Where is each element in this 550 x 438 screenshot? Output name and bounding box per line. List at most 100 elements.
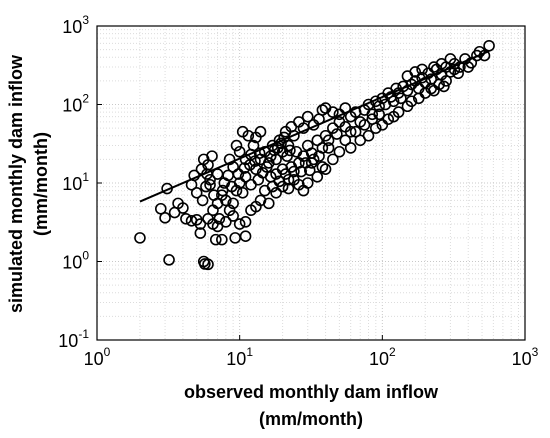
- data-point: [405, 95, 418, 108]
- data-point: [462, 61, 475, 73]
- data-point: [254, 125, 267, 138]
- data-markers: [134, 39, 495, 271]
- data-point: [239, 230, 252, 243]
- data-point: [247, 139, 260, 152]
- data-point: [230, 139, 243, 152]
- data-point: [273, 175, 286, 188]
- data-point: [322, 134, 335, 147]
- data-point: [311, 170, 324, 183]
- data-point: [373, 108, 385, 121]
- y-axis-label-line2: (mm/month): [31, 132, 51, 236]
- data-point: [366, 108, 379, 121]
- data-point: [452, 67, 464, 80]
- data-point: [163, 254, 175, 266]
- data-point: [239, 170, 252, 183]
- data-point: [202, 212, 214, 225]
- data-point: [282, 182, 295, 195]
- x-tick-label: 102: [369, 345, 396, 369]
- data-point: [180, 212, 192, 225]
- y-tick-label: 100: [62, 249, 89, 273]
- data-point: [358, 119, 371, 131]
- data-point: [232, 168, 245, 180]
- data-point: [194, 218, 207, 230]
- x-tick-label: 103: [512, 345, 539, 369]
- data-point: [428, 61, 440, 73]
- data-point: [172, 197, 184, 210]
- data-point: [333, 145, 346, 158]
- data-point: [409, 66, 422, 78]
- data-point: [270, 187, 282, 199]
- data-point: [392, 106, 405, 118]
- data-point: [264, 150, 277, 162]
- data-point: [227, 210, 239, 222]
- data-point: [236, 187, 249, 199]
- data-point: [204, 178, 216, 191]
- data-point: [483, 39, 495, 52]
- data-point: [233, 145, 246, 158]
- x-tick-label: 100: [84, 345, 111, 369]
- data-point: [196, 194, 209, 207]
- x-axis-label-line2: (mm/month): [259, 409, 363, 429]
- data-point: [194, 227, 207, 239]
- data-point: [438, 80, 450, 93]
- data-point: [134, 232, 146, 244]
- data-point: [322, 142, 335, 154]
- x-tick-label: 101: [226, 345, 253, 369]
- data-point: [303, 164, 316, 177]
- data-point: [285, 120, 298, 133]
- data-point: [209, 233, 222, 246]
- data-point: [395, 92, 407, 105]
- data-point: [223, 153, 236, 166]
- data-point: [440, 75, 452, 87]
- y-axis-label-line1: simulated monthly dam inflow: [6, 54, 26, 313]
- data-point: [239, 216, 252, 228]
- data-point: [216, 184, 229, 197]
- data-point: [362, 129, 375, 142]
- data-point: [227, 197, 239, 210]
- y-tick-label: 101: [62, 170, 89, 194]
- y-tick-label: 10-1: [58, 327, 89, 351]
- data-point: [261, 161, 273, 173]
- data-point: [279, 168, 292, 180]
- data-point: [208, 189, 220, 201]
- data-point: [327, 106, 339, 118]
- data-point: [416, 63, 428, 76]
- data-point: [223, 204, 236, 217]
- data-point: [454, 61, 466, 73]
- data-point: [281, 150, 293, 162]
- data-point: [301, 110, 314, 123]
- data-point: [285, 161, 298, 173]
- data-point: [154, 202, 167, 215]
- data-point: [262, 197, 275, 210]
- y-tick-label: 103: [62, 13, 89, 37]
- data-point: [331, 128, 343, 140]
- data-point: [339, 134, 352, 147]
- data-point: [284, 144, 296, 157]
- data-point: [444, 53, 457, 65]
- data-point: [307, 153, 320, 166]
- data-point: [327, 153, 339, 166]
- data-point: [387, 95, 400, 108]
- data-point: [204, 173, 216, 186]
- data-point: [316, 161, 329, 173]
- data-point: [382, 113, 395, 125]
- data-point: [293, 178, 305, 191]
- data-point: [199, 258, 211, 270]
- data-point: [349, 125, 362, 138]
- data-point: [473, 45, 486, 58]
- data-point: [344, 125, 357, 138]
- data-point: [190, 187, 203, 199]
- data-point: [216, 233, 228, 246]
- data-point: [159, 212, 171, 224]
- data-point: [428, 84, 440, 97]
- y-tick-label: 102: [62, 92, 89, 116]
- x-axis-label-line1: observed monthly dam inflow: [184, 382, 439, 402]
- data-point: [435, 57, 448, 70]
- data-point: [236, 125, 249, 138]
- data-point: [344, 142, 357, 154]
- data-point: [245, 204, 257, 217]
- data-point: [327, 122, 339, 134]
- data-point: [233, 218, 246, 230]
